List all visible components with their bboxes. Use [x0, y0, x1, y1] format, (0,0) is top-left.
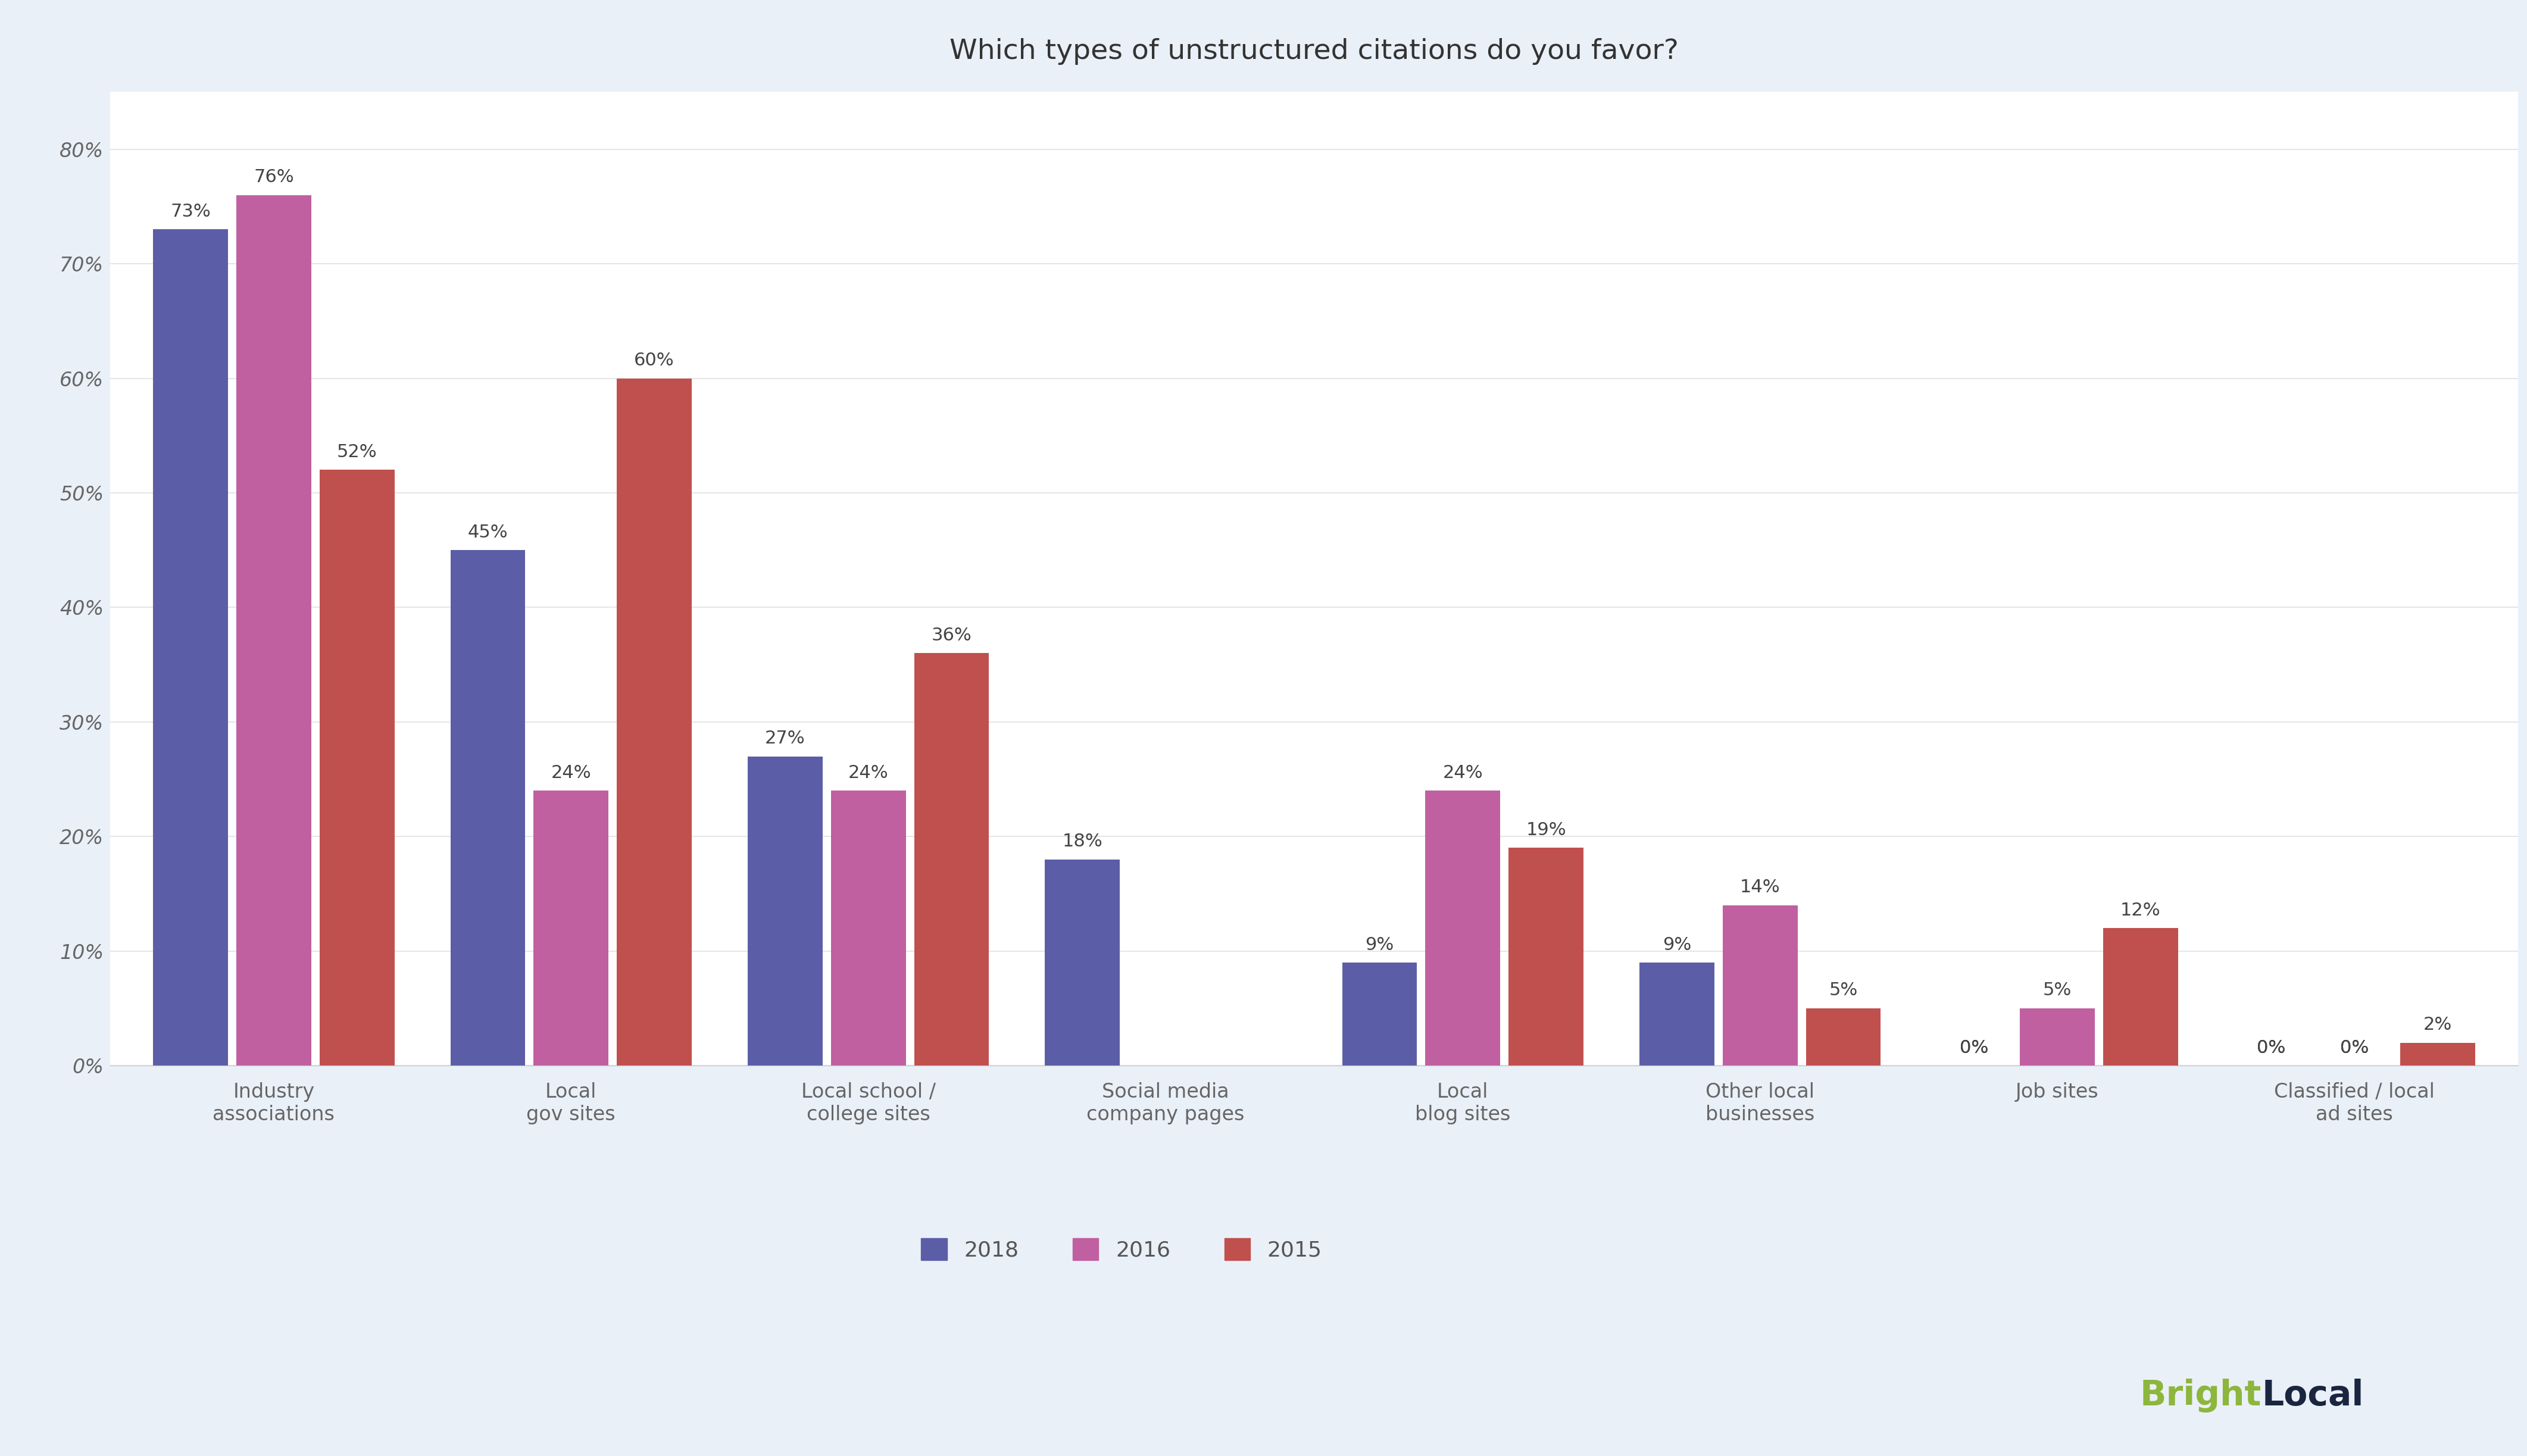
Bar	[1342, 962, 1418, 1066]
Text: 12%: 12%	[2120, 901, 2161, 919]
Bar	[2401, 1042, 2476, 1066]
Bar	[154, 230, 227, 1066]
Bar	[1807, 1009, 1880, 1066]
Bar	[2102, 927, 2178, 1066]
Bar	[1044, 859, 1119, 1066]
Bar	[831, 791, 905, 1066]
Text: 14%: 14%	[1741, 879, 1779, 895]
Text: 27%: 27%	[766, 729, 806, 747]
Bar	[238, 195, 311, 1066]
Text: 52%: 52%	[336, 444, 377, 460]
Text: 24%: 24%	[849, 764, 890, 782]
Text: 18%: 18%	[1061, 833, 1102, 850]
Text: Local: Local	[2262, 1379, 2363, 1412]
Text: 76%: 76%	[253, 169, 293, 186]
Legend: 2018, 2016, 2015: 2018, 2016, 2015	[912, 1229, 1332, 1270]
Bar	[533, 791, 609, 1066]
Text: 2%: 2%	[2423, 1016, 2451, 1034]
Text: 19%: 19%	[1526, 821, 1567, 839]
Text: 0%: 0%	[1961, 1040, 1989, 1057]
Text: 5%: 5%	[2042, 981, 2072, 999]
Bar	[617, 379, 692, 1066]
Text: 0%: 0%	[1961, 1040, 1989, 1057]
Bar	[748, 756, 821, 1066]
Text: 24%: 24%	[1443, 764, 1483, 782]
Title: Which types of unstructured citations do you favor?: Which types of unstructured citations do…	[950, 38, 1678, 66]
Text: 0%: 0%	[2257, 1040, 2287, 1057]
Text: 45%: 45%	[467, 524, 508, 542]
Text: 36%: 36%	[932, 626, 973, 644]
Bar	[1723, 906, 1797, 1066]
Text: 0%: 0%	[2340, 1040, 2368, 1057]
Bar	[450, 550, 526, 1066]
Bar	[915, 654, 988, 1066]
Bar	[1509, 847, 1584, 1066]
Bar	[2019, 1009, 2095, 1066]
Text: 5%: 5%	[1830, 981, 1857, 999]
Text: 24%: 24%	[551, 764, 591, 782]
Text: 60%: 60%	[634, 352, 675, 370]
Bar	[1425, 791, 1501, 1066]
Text: 0%: 0%	[2340, 1040, 2368, 1057]
Text: 9%: 9%	[1663, 936, 1691, 954]
Text: Bright: Bright	[2140, 1379, 2262, 1412]
Bar	[318, 470, 394, 1066]
Text: 9%: 9%	[1365, 936, 1395, 954]
Text: 0%: 0%	[2257, 1040, 2287, 1057]
Text: 73%: 73%	[169, 202, 210, 220]
Bar	[1640, 962, 1713, 1066]
